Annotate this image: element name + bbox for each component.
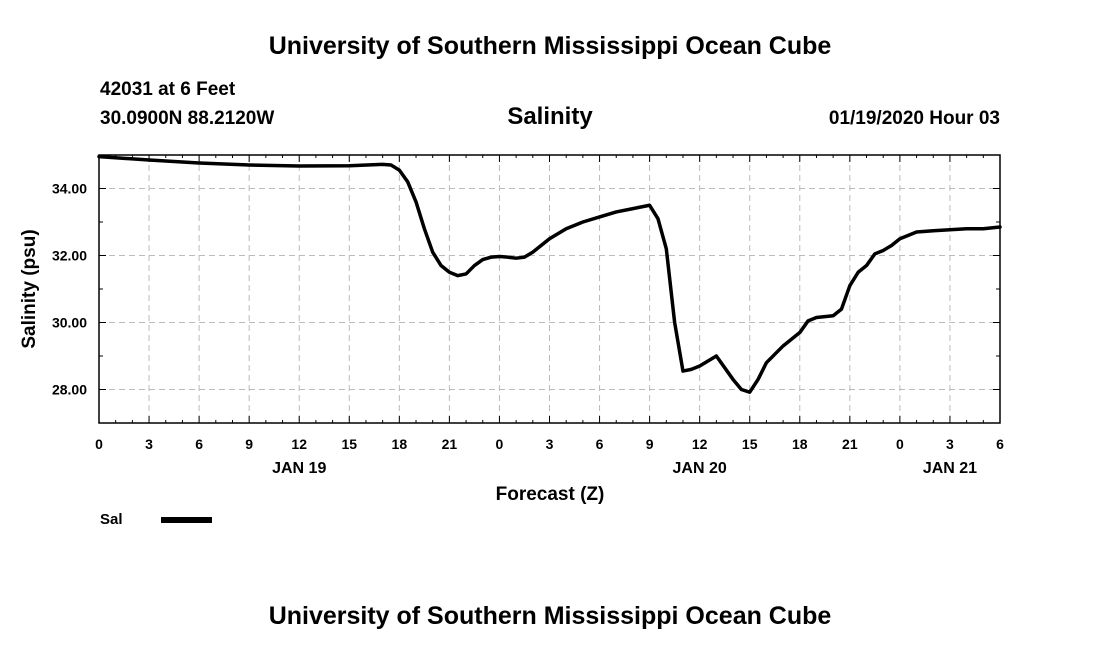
timestamp-label: 01/19/2020 Hour 03 <box>829 108 1000 129</box>
plot-frame <box>98 154 1001 424</box>
top-title: University of Southern Mississippi Ocean… <box>269 32 832 60</box>
salinity-series-line <box>97 154 1002 394</box>
x-tick-label: 21 <box>842 436 858 452</box>
x-tick-label: 0 <box>896 436 904 452</box>
x-tick-label: 6 <box>195 436 203 452</box>
x-tick-label: 12 <box>692 436 708 452</box>
location-label: 30.0900N 88.2120W <box>100 108 274 129</box>
date-label: JAN 20 <box>673 460 727 477</box>
x-tick-label: 3 <box>546 436 554 452</box>
y-tick-label: 28.00 <box>52 382 87 398</box>
grid-lines <box>99 155 1000 423</box>
y-tick-label: 32.00 <box>52 248 87 264</box>
date-label: JAN 19 <box>272 460 326 477</box>
x-tick-label: 6 <box>996 436 1004 452</box>
x-tick-label: 18 <box>392 436 408 452</box>
x-tick-label: 21 <box>442 436 458 452</box>
legend: Sal <box>100 511 212 528</box>
x-tick-label: 0 <box>496 436 504 452</box>
x-tick-label: 9 <box>646 436 654 452</box>
footer-title: University of Southern Mississippi Ocean… <box>269 602 832 630</box>
x-axis-label: Forecast (Z) <box>496 484 605 505</box>
x-tick-label: 6 <box>596 436 604 452</box>
chart-subtitle: Salinity <box>507 103 593 130</box>
x-tick-label: 15 <box>742 436 758 452</box>
station-label: 42031 at 6 Feet <box>100 79 236 100</box>
y-axis-label: Salinity (psu) <box>19 229 40 348</box>
x-tick-label: 0 <box>95 436 103 452</box>
series-layer <box>97 154 1002 394</box>
x-tick-label: 18 <box>792 436 808 452</box>
x-tick-label: 3 <box>946 436 954 452</box>
date-label: JAN 21 <box>923 460 977 477</box>
legend-label: Sal <box>100 511 123 528</box>
tick-labels: 0 3 6 9 12 15 18 21 0 3 6 9 12 15 18 21 0 3 6 JAN 19 JAN 20 J… <box>52 181 1004 478</box>
x-tick-label: 3 <box>145 436 153 452</box>
x-tick-label: 15 <box>341 436 357 452</box>
x-tick-label: 9 <box>245 436 253 452</box>
x-tick-label: 12 <box>291 436 307 452</box>
y-tick-label: 34.00 <box>52 181 87 197</box>
y-tick-label: 30.00 <box>52 315 87 331</box>
